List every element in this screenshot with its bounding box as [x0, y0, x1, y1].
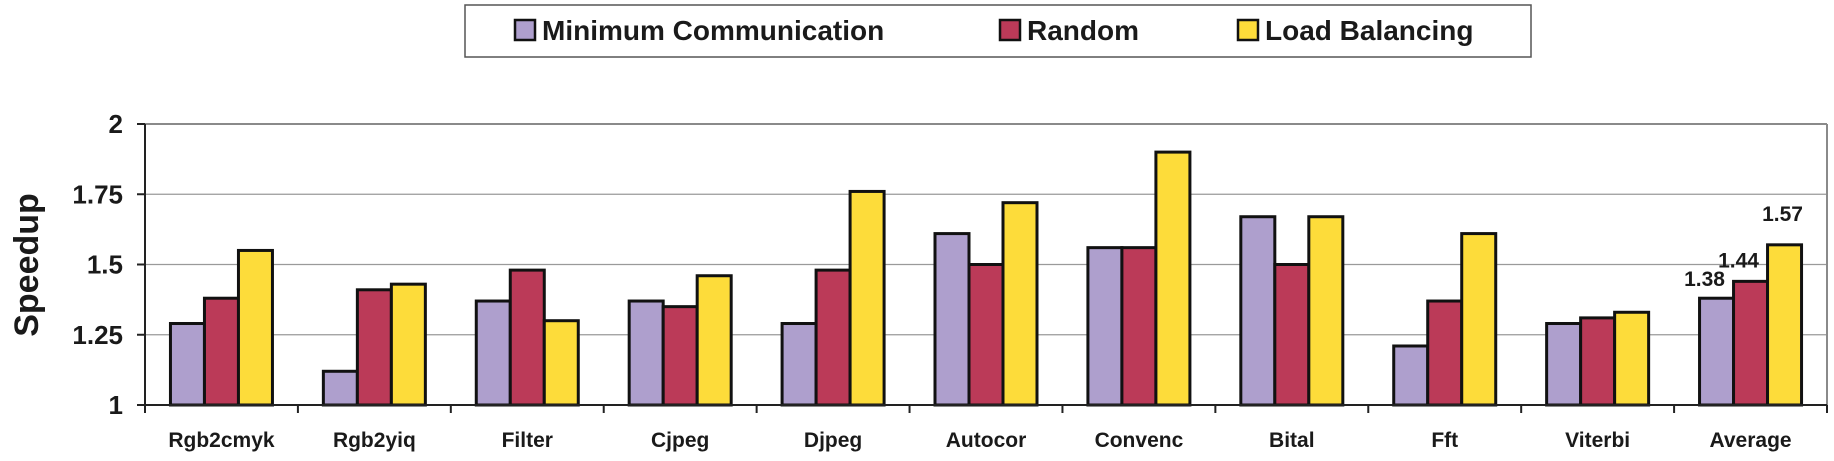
- x-category-label: Viterbi: [1565, 429, 1630, 452]
- bar: [474, 299, 512, 407]
- x-category-label: Djpeg: [804, 429, 862, 452]
- y-tick-label: 2: [109, 109, 123, 139]
- bar: [1460, 232, 1498, 407]
- plot-area: [145, 123, 1828, 405]
- x-category-label: Cjpeg: [651, 429, 709, 452]
- x-category-label: Filter: [502, 429, 553, 452]
- bar: [1545, 322, 1583, 407]
- legend-box: [464, 4, 1532, 58]
- legend: Minimum Communication Random Load Balancin…: [464, 4, 1532, 58]
- bar: [1613, 310, 1651, 407]
- bar: [1579, 316, 1617, 407]
- bar: [508, 268, 546, 407]
- x-category-label: Average: [1709, 429, 1791, 452]
- bar: [236, 248, 274, 407]
- bar: [1154, 150, 1192, 407]
- legend-swatch: [513, 18, 537, 42]
- bar: [389, 282, 427, 407]
- bar: [1273, 263, 1311, 407]
- x-category-label: Rgb2cmyk: [168, 429, 275, 452]
- bar: [1120, 246, 1158, 407]
- x-category-label: Convenc: [1095, 429, 1184, 452]
- y-tick-label: 1: [109, 390, 123, 420]
- data-label: 1.44: [1718, 249, 1759, 272]
- bar: [848, 189, 886, 407]
- data-labels: 1.381.441.57: [1684, 203, 1803, 291]
- y-axis: 1 1.25 1.5 1.75 2: [72, 109, 146, 420]
- bar: [1766, 243, 1804, 407]
- bar: [202, 296, 240, 407]
- x-category-label: Autocor: [946, 429, 1027, 452]
- legend-label: Random: [1027, 15, 1139, 46]
- bar: [1307, 215, 1345, 407]
- data-label: 1.38: [1684, 268, 1725, 291]
- legend-label: Minimum Communication: [542, 15, 884, 46]
- bar: [933, 232, 971, 407]
- bar: [1392, 344, 1430, 407]
- bar: [627, 299, 665, 407]
- x-axis: Rgb2cmyk Rgb2yiq Filter Cjpeg Djpeg Autocor Co…: [144, 404, 1828, 452]
- y-axis-title: Speedup: [8, 193, 46, 337]
- x-category-label: Rgb2yiq: [333, 429, 416, 452]
- bar: [168, 322, 206, 407]
- bar: [1426, 299, 1464, 407]
- bar: [542, 319, 580, 407]
- legend-swatch: [1236, 18, 1260, 42]
- legend-label: Load Balancing: [1265, 15, 1473, 46]
- bar: [1086, 246, 1124, 407]
- bar: [967, 263, 1005, 407]
- bar: [1239, 215, 1277, 407]
- legend-swatch: [998, 18, 1022, 42]
- x-category-label: Bital: [1269, 429, 1315, 452]
- bars: [168, 150, 1804, 407]
- bar: [695, 274, 733, 407]
- data-label: 1.57: [1762, 203, 1803, 226]
- bar: [780, 322, 818, 407]
- bar: [1698, 296, 1736, 407]
- bar: [1001, 201, 1039, 407]
- x-category-label: Fft: [1431, 429, 1458, 452]
- bar: [661, 305, 699, 407]
- bar: [321, 369, 359, 407]
- y-tick-label: 1.5: [87, 250, 123, 280]
- bar: [814, 268, 852, 407]
- bar: [355, 288, 393, 407]
- bar: [1732, 279, 1770, 407]
- y-tick-label: 1.25: [72, 320, 123, 350]
- y-tick-label: 1.75: [72, 179, 123, 209]
